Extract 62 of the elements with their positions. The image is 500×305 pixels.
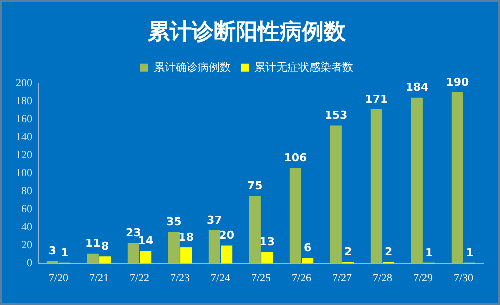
y-tick-label: 40 xyxy=(22,222,33,234)
data-label: 13 xyxy=(260,235,275,248)
x-tick-label: 7/20 xyxy=(48,272,70,284)
data-label: 3 xyxy=(48,244,57,258)
data-label: 153 xyxy=(324,109,348,122)
x-tick-label: 7/24 xyxy=(210,272,232,284)
y-tick-label: 20 xyxy=(22,240,33,252)
x-tick-label: 7/28 xyxy=(372,272,394,284)
y-tick-label: 60 xyxy=(22,204,33,216)
bar xyxy=(452,92,464,264)
data-label: 11 xyxy=(86,237,101,250)
bar xyxy=(330,126,342,264)
y-tick-label: 200 xyxy=(16,77,33,90)
x-tick-label: 7/27 xyxy=(332,272,353,284)
x-tick-label: 7/23 xyxy=(170,272,191,284)
bar xyxy=(290,168,302,264)
x-tick-label: 7/21 xyxy=(89,272,110,284)
bar xyxy=(87,254,99,264)
bar xyxy=(411,98,423,264)
bar xyxy=(249,196,261,264)
y-tick-label: 0 xyxy=(27,258,33,270)
bar xyxy=(168,232,180,264)
bar xyxy=(46,261,58,264)
data-label: 37 xyxy=(207,214,222,227)
data-label: 1 xyxy=(60,246,69,260)
data-label: 75 xyxy=(248,180,263,193)
legend-label: 累计确诊病例数 xyxy=(154,60,231,74)
legend-label: 累计无症状感染者数 xyxy=(254,60,354,74)
x-tick-label: 7/22 xyxy=(130,272,150,284)
y-tick-label: 120 xyxy=(16,149,33,162)
data-label: 2 xyxy=(384,245,393,258)
x-tick-label: 7/26 xyxy=(292,272,312,284)
x-tick-label: 7/29 xyxy=(413,272,434,284)
data-label: 184 xyxy=(406,81,429,94)
bar xyxy=(262,252,274,264)
data-label: 6 xyxy=(304,242,312,255)
data-label: 106 xyxy=(284,152,308,165)
data-label: 20 xyxy=(219,229,235,242)
data-label: 171 xyxy=(365,92,388,106)
data-label: 190 xyxy=(446,76,470,89)
bar xyxy=(180,248,192,264)
bar xyxy=(208,230,220,264)
data-label: 1 xyxy=(466,246,474,260)
chart-title: 累计诊断阳性病例数 xyxy=(147,20,347,45)
y-tick-label: 140 xyxy=(16,131,33,144)
bar xyxy=(302,258,314,264)
bar xyxy=(128,243,140,264)
data-label: 35 xyxy=(166,216,182,229)
bar xyxy=(140,251,152,264)
x-tick-label: 7/30 xyxy=(454,272,474,284)
x-tick-label: 7/25 xyxy=(251,272,272,284)
bar xyxy=(221,246,233,264)
y-tick-label: 80 xyxy=(22,186,33,198)
data-label: 18 xyxy=(178,230,194,244)
data-label: 1 xyxy=(425,246,434,260)
data-label: 8 xyxy=(101,240,110,253)
y-tick-label: 180 xyxy=(16,95,33,108)
y-tick-label: 100 xyxy=(16,167,33,180)
bar xyxy=(370,110,382,264)
bar xyxy=(100,256,112,264)
data-label: 2 xyxy=(344,245,352,258)
y-tick-label: 160 xyxy=(16,113,33,126)
